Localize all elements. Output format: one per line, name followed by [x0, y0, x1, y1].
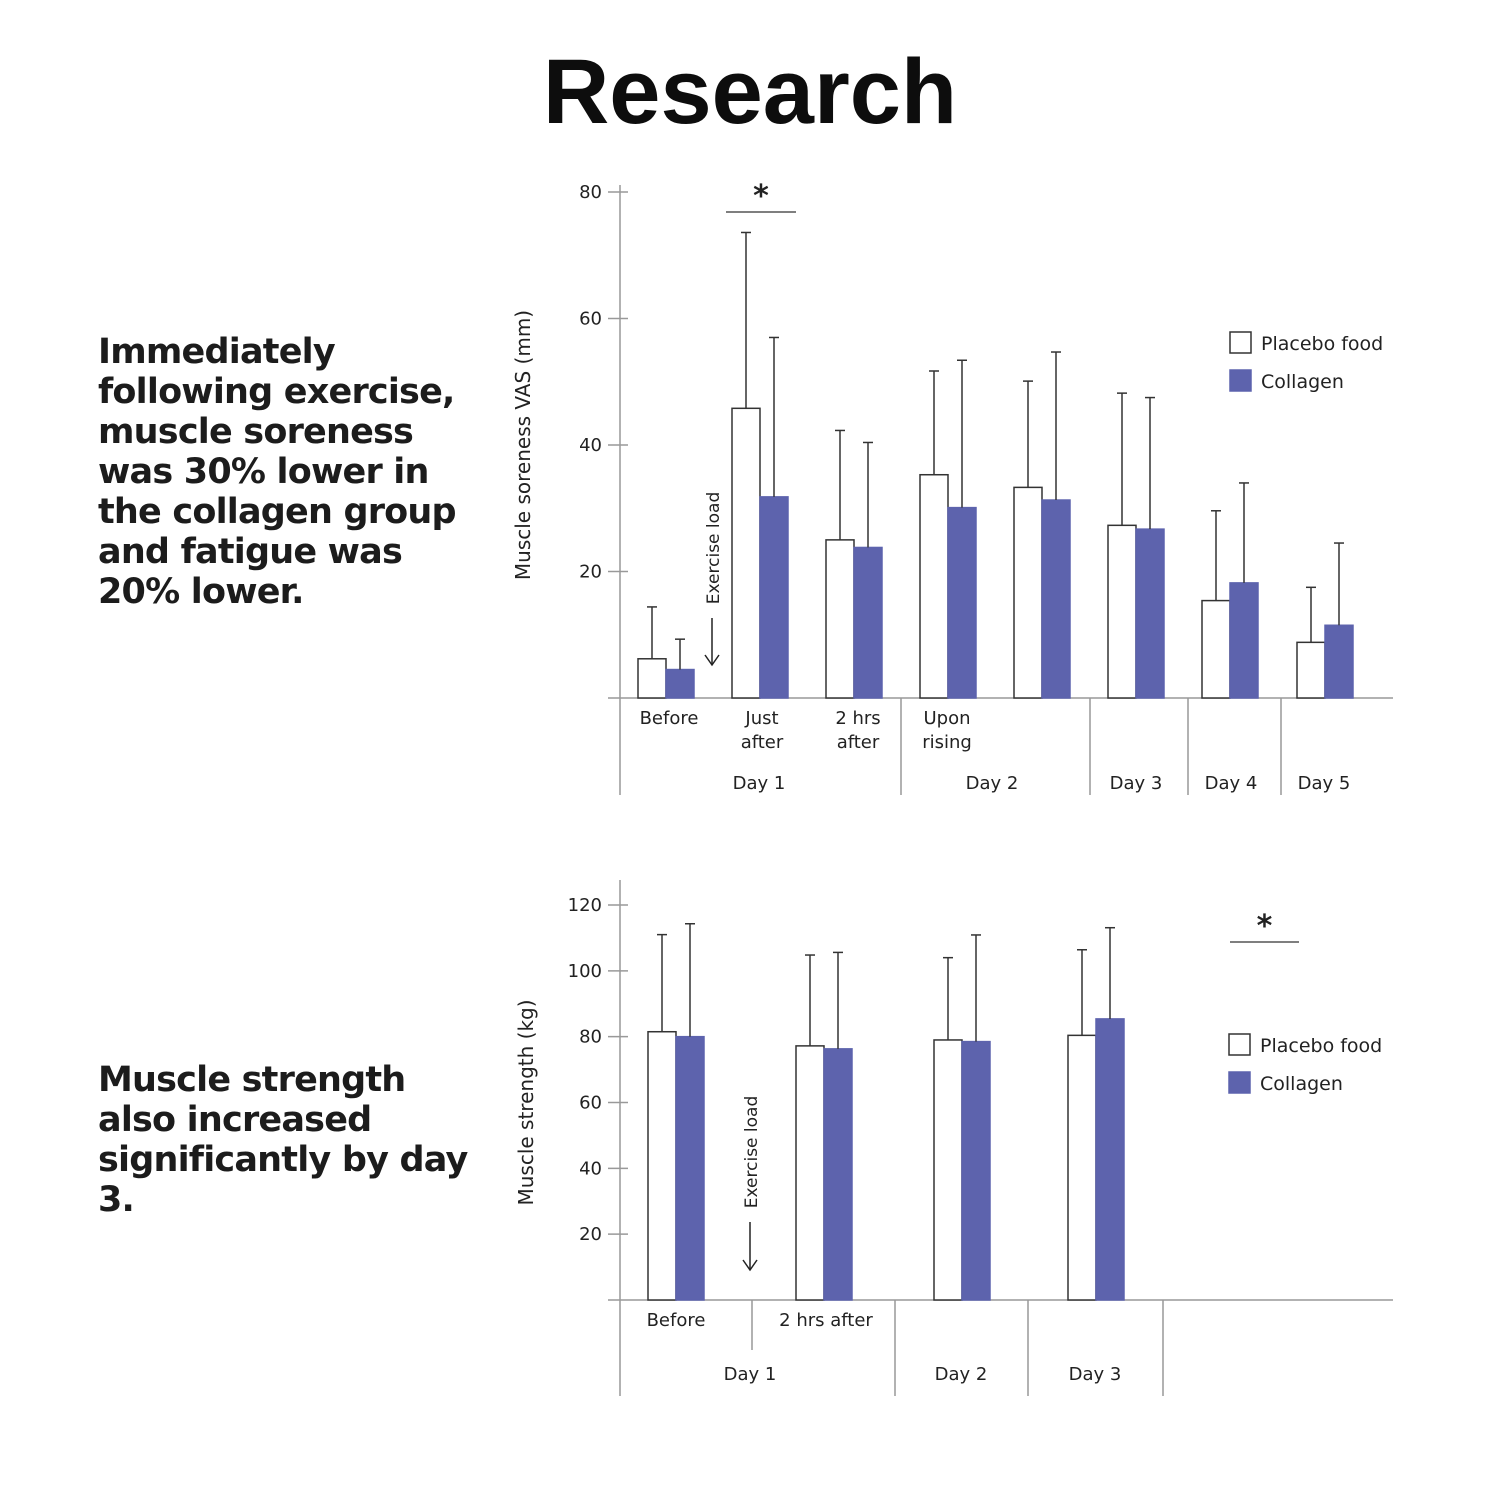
soreness-bar-placebo — [1201, 599, 1231, 699]
strength-y-tick-label: 80 — [579, 1027, 602, 1048]
strength-legend-label: Collagen — [1260, 1073, 1343, 1095]
soreness-y-tick-label: 80 — [579, 182, 602, 203]
soreness-summary-text: Immediately following exercise, muscle s… — [98, 332, 457, 612]
strength-exercise-arrow-head — [742, 1259, 758, 1272]
strength-bar-placebo — [933, 1039, 963, 1301]
strength-y-tick-label: 100 — [568, 961, 602, 982]
soreness-bar-placebo — [919, 473, 949, 699]
soreness-bar-collagen — [759, 496, 789, 699]
soreness-category-label: Just — [744, 708, 778, 729]
strength-y-tick-label: 20 — [579, 1224, 602, 1245]
soreness-group-label: Day 1 — [733, 773, 786, 794]
page-title: Research — [542, 41, 958, 143]
soreness-bar-placebo — [1107, 524, 1137, 699]
strength-summary-text: Muscle strength also increased significa… — [98, 1060, 468, 1220]
soreness-bar-collagen — [1324, 624, 1354, 699]
soreness-bar-collagen — [1041, 499, 1071, 699]
strength-y-tick-label: 120 — [568, 895, 602, 916]
strength-group-label: Day 2 — [935, 1364, 988, 1385]
strength-category-label: Before — [647, 1310, 706, 1331]
soreness-significance-star: * — [753, 179, 769, 214]
soreness-category-label: Upon — [923, 708, 970, 729]
soreness-exercise-arrow-head — [704, 654, 720, 667]
soreness-bar-placebo — [637, 658, 667, 699]
soreness-chart: 20 40 60 80 Muscle soreness VAS (mm) Before Ju… — [511, 179, 1393, 795]
soreness-bar-placebo — [825, 539, 855, 699]
strength-bar-collagen — [823, 1048, 853, 1301]
soreness-legend-label: Placebo food — [1261, 333, 1383, 355]
soreness-y-tick-label: 40 — [579, 435, 602, 456]
soreness-y-axis-label: Muscle soreness VAS (mm) — [511, 310, 535, 580]
soreness-legend-label: Collagen — [1261, 371, 1344, 393]
soreness-bar-collagen — [665, 668, 695, 699]
soreness-group-label: Day 3 — [1110, 773, 1163, 794]
strength-y-axis-label: Muscle strength (kg) — [514, 999, 538, 1205]
soreness-y-tick-label: 60 — [579, 309, 602, 330]
strength-bar-collagen — [961, 1040, 991, 1301]
strength-significance-star: * — [1257, 909, 1273, 944]
strength-bar-placebo — [795, 1045, 825, 1301]
soreness-bar-placebo — [1013, 486, 1043, 699]
strength-category-label: 2 hrs after — [779, 1310, 873, 1331]
soreness-bar-collagen — [1229, 582, 1259, 699]
soreness-category-label: Before — [640, 708, 699, 729]
strength-legend-label: Placebo food — [1260, 1035, 1382, 1057]
strength-group-label: Day 1 — [724, 1364, 777, 1385]
soreness-group-label: Day 5 — [1298, 773, 1351, 794]
soreness-bar-placebo — [1296, 641, 1326, 699]
soreness-bar-collagen — [1135, 528, 1165, 699]
soreness-bar-placebo — [731, 407, 761, 699]
soreness-y-tick-label: 20 — [579, 562, 602, 583]
strength-y-tick-label: 60 — [579, 1093, 602, 1114]
soreness-bar-collagen — [853, 546, 883, 699]
strength-bar-placebo — [1067, 1034, 1097, 1301]
soreness-category-label: rising — [922, 732, 972, 753]
soreness-bar-collagen — [947, 506, 977, 699]
strength-legend-swatch-placebo — [1228, 1033, 1251, 1056]
strength-chart: 20 40 60 80 100 120 Muscle strength (kg) Before… — [514, 880, 1393, 1396]
strength-legend-swatch-collagen — [1228, 1071, 1251, 1094]
soreness-category-label: 2 hrs — [835, 708, 880, 729]
soreness-legend-swatch-collagen — [1229, 369, 1252, 392]
strength-group-label: Day 3 — [1069, 1364, 1122, 1385]
soreness-legend-swatch-placebo — [1229, 331, 1252, 354]
soreness-group-label: Day 2 — [966, 773, 1019, 794]
strength-bar-collagen — [1095, 1018, 1125, 1301]
strength-y-tick-label: 40 — [579, 1158, 602, 1179]
strength-bar-placebo — [647, 1030, 677, 1301]
strength-bar-collagen — [675, 1035, 705, 1301]
soreness-exercise-load-label: Exercise load — [704, 492, 724, 604]
strength-exercise-load-label: Exercise load — [742, 1096, 762, 1208]
soreness-group-label: Day 4 — [1205, 773, 1258, 794]
soreness-category-label: after — [837, 732, 880, 753]
soreness-category-label: after — [741, 732, 784, 753]
